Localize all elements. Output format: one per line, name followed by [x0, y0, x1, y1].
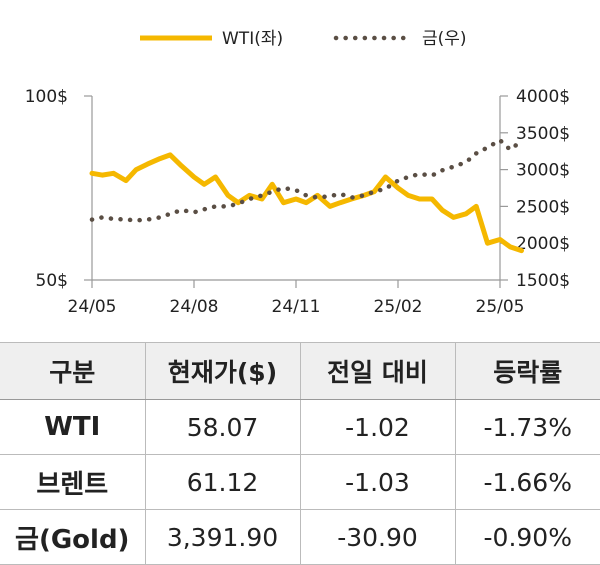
table-header-row: 구분 현재가($) 전일 대비 등락률: [0, 342, 600, 400]
series-line-gold: [89, 137, 524, 223]
axes: 100$ 50$ 4000$ 3500$ 3000$ 2500$ 2000$ 1500$ 24/…: [25, 87, 570, 317]
right-tick-label: 1500$: [516, 271, 570, 291]
cell-rate: -1.66%: [454, 454, 600, 510]
table-row-gold: 금(Gold) 3,391.90 -30.90 -0.90%: [0, 509, 600, 565]
series-line-wti: [89, 152, 524, 254]
x-tick-label: 24/05: [68, 297, 117, 317]
cell-name: 브렌트: [0, 454, 145, 510]
cell-rate: -0.90%: [454, 509, 600, 565]
header-category: 구분: [0, 342, 145, 400]
header-change: 전일 대비: [299, 342, 455, 400]
header-rate: 등락률: [454, 342, 600, 400]
cell-price: 3,391.90: [144, 509, 300, 565]
right-tick-label: 3500$: [516, 124, 570, 144]
series-layer: [89, 137, 524, 254]
cell-change: -1.03: [299, 454, 455, 510]
legend-gold-label: 금(우): [422, 29, 467, 49]
table-row-wti: WTI 58.07 -1.02 -1.73%: [0, 399, 600, 455]
header-price: 현재가($): [144, 342, 300, 400]
cell-change: -1.02: [299, 399, 455, 455]
left-tick-label: 50$: [36, 271, 68, 291]
x-tick-label: 24/11: [272, 297, 321, 317]
right-tick-label: 4000$: [516, 87, 570, 107]
x-tick-label: 24/08: [170, 297, 219, 317]
cell-change: -30.90: [299, 509, 455, 565]
x-tick-label: 25/05: [476, 297, 525, 317]
cell-price: 58.07: [144, 399, 300, 455]
right-tick-label: 2500$: [516, 197, 570, 217]
cell-price: 61.12: [144, 454, 300, 510]
cell-name: 금(Gold): [0, 509, 145, 565]
quote-table: 구분 현재가($) 전일 대비 등락률 WTI 58.07 -1.02 -1.7…: [0, 342, 600, 565]
left-tick-label: 100$: [25, 87, 68, 107]
x-tick-label: 25/02: [374, 297, 423, 317]
right-tick-label: 2000$: [516, 234, 570, 254]
table-row-brent: 브렌트 61.12 -1.03 -1.66%: [0, 454, 600, 510]
price-chart: WTI(좌) 금(우) 100$ 50$ 4000$ 3500$ 3000$ 2500$ 2…: [25, 29, 570, 317]
legend: WTI(좌) 금(우): [140, 29, 467, 49]
right-tick-label: 3000$: [516, 161, 570, 181]
cell-name: WTI: [0, 399, 145, 455]
legend-wti-label: WTI(좌): [222, 29, 283, 49]
cell-rate: -1.73%: [454, 399, 600, 455]
